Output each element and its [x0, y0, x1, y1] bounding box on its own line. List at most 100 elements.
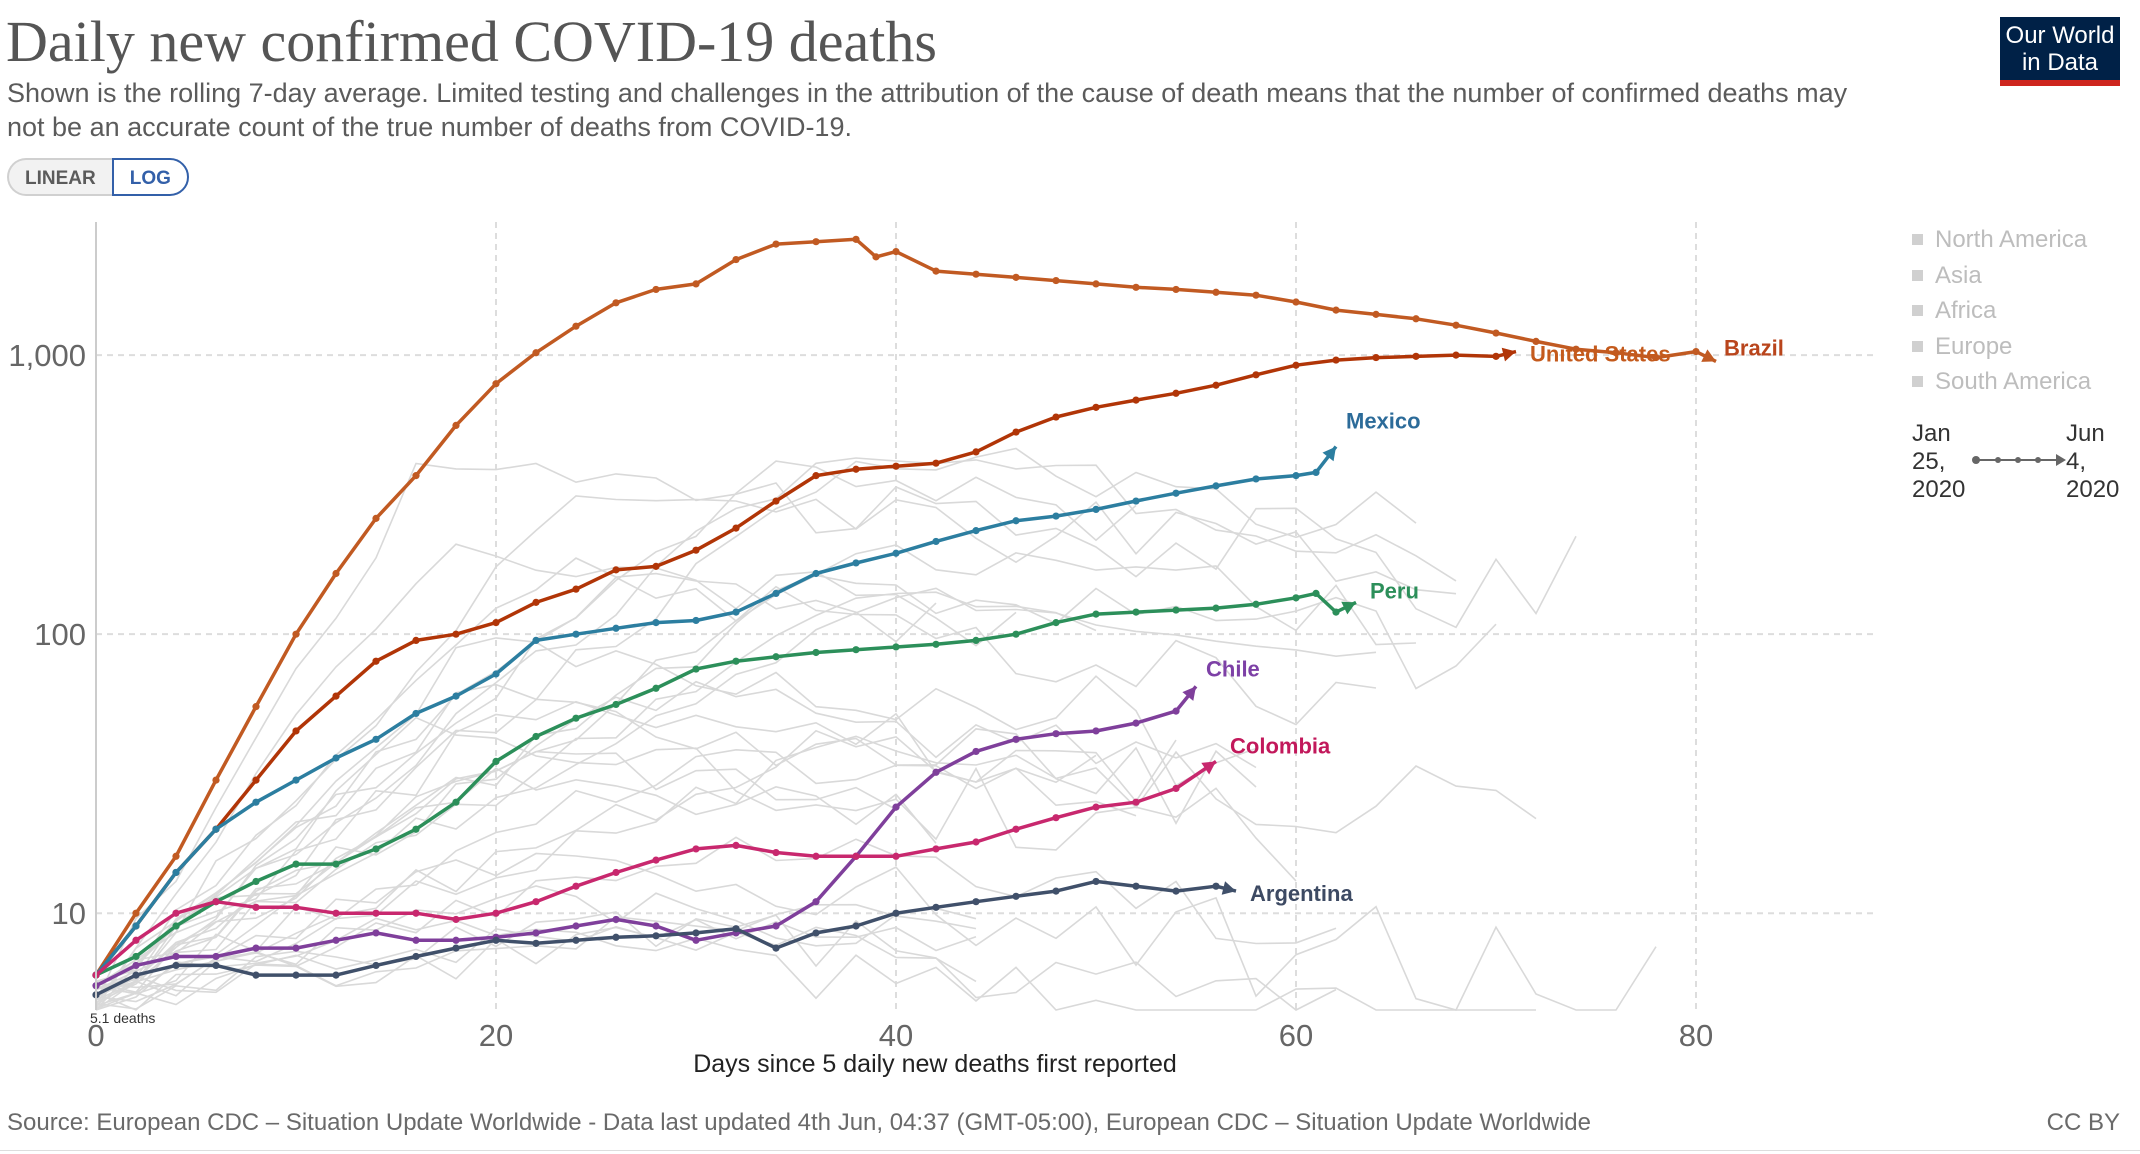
- legend-label: Europe: [1935, 332, 2013, 360]
- data-point: [1332, 306, 1340, 314]
- data-point: [172, 868, 180, 877]
- data-point: [892, 247, 900, 256]
- y-tick-label: 10: [52, 896, 86, 931]
- legend-item-north-america[interactable]: North America: [1912, 222, 2091, 258]
- legend-item-africa[interactable]: Africa: [1912, 293, 2091, 329]
- data-point: [1692, 347, 1700, 356]
- data-point: [372, 909, 380, 917]
- chart-subtitle: Shown is the rolling 7-day average. Limi…: [7, 78, 1848, 142]
- data-point: [652, 684, 660, 692]
- legend-item-south-america[interactable]: South America: [1912, 364, 2091, 400]
- data-point: [1092, 727, 1100, 735]
- data-point: [812, 472, 820, 480]
- series-label: Brazil: [1724, 335, 1784, 360]
- timeline-start-label[interactable]: Jan 25, 2020: [1912, 420, 1982, 504]
- data-point: [452, 692, 460, 700]
- data-point: [172, 852, 180, 860]
- legend-swatch: [1912, 340, 1923, 352]
- background-country-line: [95, 735, 1537, 995]
- data-point: [852, 852, 860, 860]
- data-point: [1292, 594, 1300, 602]
- data-point: [452, 421, 460, 430]
- data-point: [1012, 428, 1020, 436]
- owid-logo[interactable]: Our World in Data: [2000, 17, 2120, 86]
- data-point: [332, 754, 340, 762]
- data-point: [332, 936, 340, 944]
- series-arrow-icon: [1701, 349, 1716, 362]
- data-point: [612, 933, 620, 941]
- series-label: Colombia: [1230, 733, 1331, 758]
- data-point: [1652, 353, 1660, 362]
- data-point: [612, 566, 620, 574]
- background-country-line: [95, 836, 1337, 997]
- background-country-line: [95, 576, 1377, 1009]
- data-point: [1052, 814, 1060, 822]
- data-point: [972, 838, 980, 846]
- data-point: [812, 852, 820, 860]
- data-point: [1412, 352, 1420, 360]
- data-point: [972, 747, 980, 756]
- data-point: [452, 630, 460, 638]
- series-arrow-icon: [1341, 601, 1356, 615]
- data-point: [532, 898, 540, 906]
- data-point: [772, 653, 780, 661]
- logo-line-2: in Data: [2021, 49, 2099, 76]
- legend-swatch: [1912, 269, 1923, 281]
- data-point: [732, 524, 740, 532]
- data-point: [892, 803, 900, 811]
- data-point: [212, 898, 220, 906]
- data-point: [852, 235, 860, 243]
- timeline-end-label[interactable]: Jun 4, 2020: [2066, 420, 2136, 504]
- data-point: [852, 559, 860, 567]
- data-point: [252, 776, 260, 784]
- data-point: [332, 971, 340, 979]
- data-point: [1372, 353, 1380, 362]
- logo-line-1: Our World: [2005, 22, 2115, 49]
- data-point: [732, 608, 740, 616]
- data-point: [1252, 371, 1260, 379]
- data-point: [172, 909, 180, 917]
- data-point: [332, 569, 340, 578]
- data-point: [692, 616, 700, 625]
- data-point: [492, 757, 500, 766]
- background-country-line: [95, 543, 1017, 1006]
- data-point: [772, 497, 780, 505]
- data-point: [1132, 283, 1140, 291]
- data-point: [972, 448, 980, 456]
- data-point: [372, 514, 380, 522]
- legend-label: South America: [1935, 368, 2092, 395]
- log-scale-button[interactable]: LOG: [111, 158, 189, 196]
- axes: 10 100 1,000 0 20 40 60 80: [8, 222, 1713, 1053]
- data-point: [1132, 497, 1140, 505]
- data-point: [652, 562, 660, 570]
- data-point: [532, 939, 540, 947]
- data-point: [772, 589, 780, 598]
- data-point: [252, 903, 260, 911]
- data-point: [772, 848, 780, 857]
- background-country-line: [95, 683, 1257, 985]
- data-point: [732, 657, 740, 665]
- data-point: [412, 636, 420, 645]
- data-point: [1252, 475, 1260, 483]
- legend-item-europe[interactable]: Europe: [1912, 329, 2091, 365]
- data-point: [1452, 351, 1460, 359]
- data-point: [1172, 887, 1180, 895]
- data-point: [1452, 321, 1460, 329]
- data-point: [612, 299, 620, 307]
- background-country-line: [95, 637, 1257, 999]
- data-point: [212, 961, 220, 970]
- data-point: [292, 776, 300, 784]
- legend-item-asia[interactable]: Asia: [1912, 258, 2091, 294]
- timeline-arrow-icon[interactable]: [1972, 450, 2067, 470]
- data-point: [932, 640, 940, 648]
- data-point: [892, 643, 900, 651]
- data-point: [132, 909, 140, 917]
- data-point: [572, 714, 580, 722]
- continent-legend: North America Asia Africa Europe South A…: [1912, 222, 2091, 400]
- data-point: [1012, 630, 1020, 638]
- license-link[interactable]: CC BY: [2046, 1109, 2120, 1136]
- data-point: [132, 961, 140, 970]
- data-point: [812, 898, 820, 906]
- data-point: [772, 944, 780, 952]
- linear-scale-button[interactable]: LINEAR: [7, 158, 112, 196]
